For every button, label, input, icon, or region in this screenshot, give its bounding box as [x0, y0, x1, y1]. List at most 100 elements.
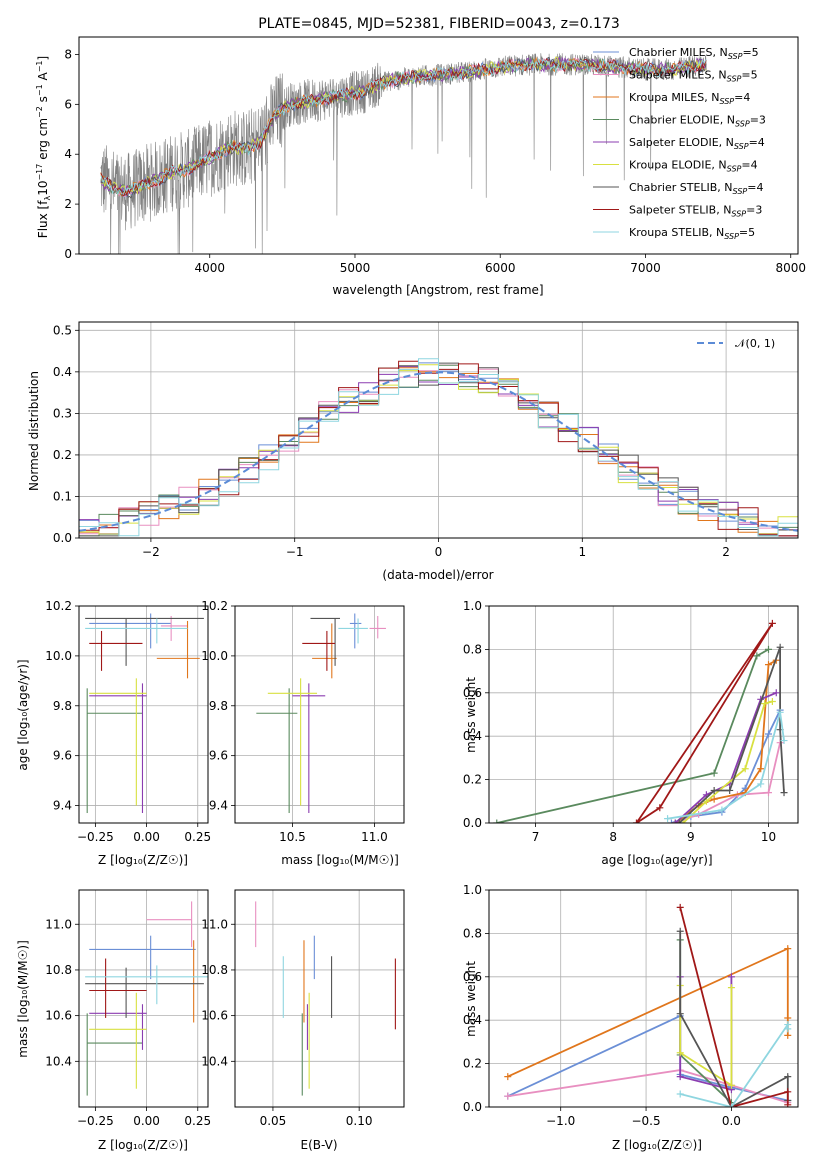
series-point [757, 765, 765, 773]
x-tick-label: 8000 [775, 261, 806, 275]
residuals-ylabel: Normed distribution [27, 371, 41, 491]
spectrum-ylabel: Flux [fλ10−17 erg cm−2 s−1 A−1] [35, 56, 52, 238]
x-tick-label: 7000 [630, 261, 661, 275]
series-point [727, 973, 735, 981]
y-tick-label: 6 [64, 97, 72, 111]
plot-area [85, 613, 204, 814]
legend-entry-kroupa-stelib: Kroupa STELIB, NSSP=5 [629, 226, 755, 241]
y-tick-label: 0.0 [53, 531, 72, 545]
x-tick-label: 11.0 [361, 830, 388, 844]
y-tick-label: 0.6 [463, 970, 482, 984]
series-line [496, 648, 769, 823]
y-tick-label: 9.4 [209, 799, 228, 813]
y-tick-label: 0 [64, 247, 72, 261]
y-tick-label: 0.2 [463, 1057, 482, 1071]
errorbar-salpeter-elodie [89, 1004, 147, 1050]
series-point [780, 737, 788, 745]
series-kroupa-elodie [679, 697, 776, 823]
series-point [676, 1010, 684, 1018]
y-tick-label: 8 [64, 47, 72, 61]
series-point [772, 689, 780, 697]
y-tick-label: 10.0 [45, 649, 72, 663]
errorbar-chabrier-miles [89, 613, 172, 649]
errorbar-kroupa-stelib [85, 618, 188, 644]
observed-spectrum [100, 53, 707, 254]
errorbar-salpeter-stelib [89, 630, 143, 671]
age-mass-xlabel: mass [log₁₀(M/M☉)] [281, 853, 399, 867]
plot-area [79, 358, 798, 537]
spectrum-panel: 4000 5000 6000 7000 8000 0 2 4 6 8 Chabrier MILES,… [64, 36, 806, 275]
mass-vs-metallicity-panel: −0.25 0.00 0.25 10.4 10.6 10.8 11.0 [45, 889, 211, 1128]
errorbar-chabrier-stelib [85, 617, 204, 666]
series-point [784, 1031, 792, 1039]
series-point [656, 804, 664, 812]
series-kroupa-stelib [676, 1021, 792, 1107]
y-tick-label: 0.4 [463, 1013, 482, 1027]
x-tick-label: 5000 [340, 261, 371, 275]
y-tick-label: 9.6 [53, 749, 72, 763]
y-tick-label: 0.8 [463, 642, 482, 656]
model-spectrum-salpeter-stelib [100, 57, 707, 197]
y-tick-label: 1.0 [463, 599, 482, 613]
series-point [776, 708, 784, 716]
figure-title: PLATE=0845, MJD=52381, FIBERID=0043, z=0… [258, 16, 620, 32]
series-point [784, 1101, 792, 1107]
y-tick-label: 4 [64, 147, 72, 161]
y-tick-label: 0.0 [463, 1100, 482, 1114]
y-tick-label: 10.6 [45, 1009, 72, 1023]
series-point [764, 730, 772, 738]
y-tick-label: 2 [64, 197, 72, 211]
series-point [727, 1081, 735, 1089]
errorbar-chabrier-elodie [256, 688, 298, 814]
y-tick-label: 9.6 [209, 749, 228, 763]
series-point [710, 786, 718, 794]
series-point [764, 789, 772, 797]
series-point [675, 819, 683, 823]
y-tick-label: 10.8 [201, 963, 228, 977]
errorbar-chabrier-stelib [310, 617, 341, 666]
errorbar-salpeter-elodie [292, 683, 326, 814]
legend-entry-kroupa-elodie: Kroupa ELODIE, NSSP=4 [629, 159, 758, 174]
errorbar-kroupa-miles [156, 620, 200, 679]
errorbar-salpeter-miles [146, 901, 193, 948]
y-tick-label: 9.8 [209, 699, 228, 713]
x-tick-label: 10 [761, 830, 776, 844]
y-tick-label: 9.4 [53, 799, 72, 813]
series-point [504, 1073, 512, 1081]
series-point [710, 769, 718, 777]
x-tick-label: 0.05 [260, 1114, 287, 1128]
series-point [676, 1049, 684, 1057]
series-line [635, 622, 774, 823]
plot-area [493, 619, 788, 823]
legend-entry-chabrier-miles: Chabrier MILES, NSSP=5 [629, 46, 759, 61]
x-tick-label: 1 [578, 545, 586, 559]
grid [235, 890, 404, 1107]
x-tick-label: 4000 [194, 261, 225, 275]
axes-frame [78, 605, 209, 824]
series-salpeter-stelib [633, 619, 776, 823]
x-tick-label: −0.5 [631, 1114, 660, 1128]
y-tick-label: 1.0 [463, 883, 482, 897]
model-spectrum-kroupa-stelib [100, 58, 707, 197]
x-tick-label: 9 [687, 830, 695, 844]
mass-z-ylabel: mass [log₁₀(M/M☉)] [16, 940, 30, 1058]
y-tick-label: 10.4 [201, 1054, 228, 1068]
x-tick-label: −1 [286, 545, 304, 559]
y-tick-label: 10.2 [201, 599, 228, 613]
series-point [676, 903, 684, 911]
errorbar-kroupa-elodie [267, 678, 318, 806]
x-tick-label: −0.25 [77, 1114, 114, 1128]
series-point [718, 806, 726, 814]
series-line [679, 985, 733, 1087]
mw-z-xlabel: Z [log₁₀(Z/Z☉)] [612, 1138, 702, 1152]
histogram-kroupa-stelib [79, 358, 798, 537]
series-point [764, 645, 772, 653]
errorbar-salpeter-miles [369, 615, 386, 639]
series-point [784, 945, 792, 953]
y-tick-label: 0.2 [463, 773, 482, 787]
series-point [676, 1090, 684, 1098]
plot-area [504, 903, 792, 1107]
grid [235, 605, 404, 823]
x-tick-label: 0.10 [346, 1114, 373, 1128]
errorbar-chabrier-miles [89, 935, 196, 980]
